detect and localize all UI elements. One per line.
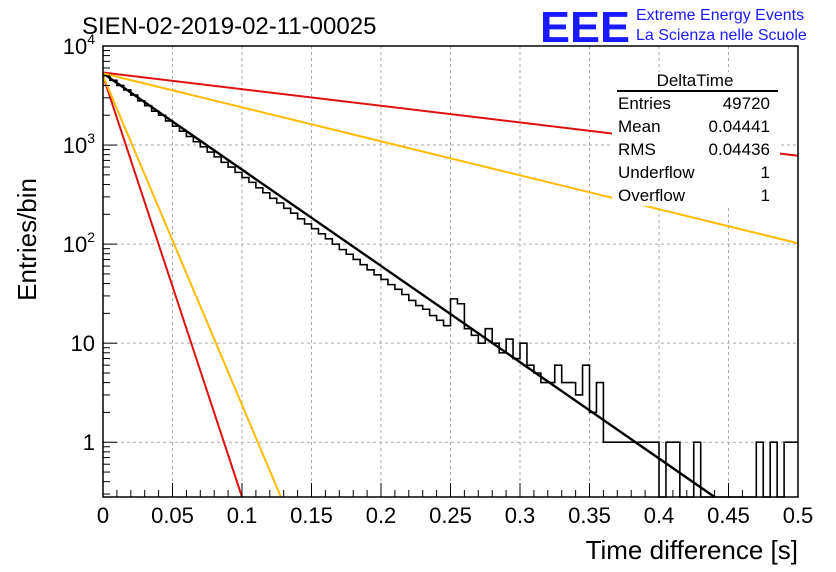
eee-logo-line2: La Scienza nelle Scuole bbox=[636, 27, 807, 44]
x-tick-label: 0.05 bbox=[151, 503, 194, 528]
y-tick-label: 10 bbox=[71, 331, 95, 356]
histogram-outline bbox=[103, 73, 798, 498]
x-tick-label: 0.5 bbox=[783, 503, 814, 528]
x-tick-label: 0 bbox=[97, 503, 109, 528]
stats-row-value: 49720 bbox=[723, 94, 770, 113]
stats-box: DeltaTime Entries 49720 Mean 0.04441 RMS 0.04… bbox=[612, 71, 780, 206]
stats-row-label: RMS bbox=[618, 140, 656, 159]
x-tick-label: 0.35 bbox=[568, 503, 611, 528]
x-tick-label: 0.1 bbox=[227, 503, 258, 528]
histogram bbox=[103, 73, 798, 498]
eee-logo-line1: Extreme Energy Events bbox=[636, 7, 804, 24]
stats-row-label: Overflow bbox=[618, 186, 686, 205]
fit-curves bbox=[102, 71, 799, 498]
run-title: SIEN-02-2019-02-11-00025 bbox=[82, 13, 376, 40]
stats-row-value: 0.04441 bbox=[709, 117, 770, 136]
fit-curve-fast-red bbox=[102, 75, 243, 498]
fit-curve-fit bbox=[102, 72, 716, 498]
x-axis-label: Time difference [s] bbox=[586, 535, 798, 565]
stats-row-label: Mean bbox=[618, 117, 661, 136]
fit-curve-slow-orange bbox=[102, 72, 799, 245]
stats-box-title: DeltaTime bbox=[657, 71, 734, 90]
y-tick-label: 1 bbox=[83, 430, 95, 455]
eee-logo: EEE Extreme Energy Events La Scienza nel… bbox=[540, 3, 807, 52]
stats-row-value: 1 bbox=[761, 186, 770, 205]
stats-box-rows: Entries 49720 Mean 0.04441 RMS 0.04436 Underfl… bbox=[618, 94, 770, 205]
stats-row-value: 0.04436 bbox=[709, 140, 770, 159]
stats-row-label: Underflow bbox=[618, 163, 695, 182]
axis-ticks: 0 0.05 0.1 0.15 0.2 0.25 0.3 0.35 0.4 0.45 0.5 1 10 1… bbox=[63, 31, 814, 528]
y-axis-label: Entries/bin bbox=[12, 178, 42, 301]
x-tick-label: 0.2 bbox=[366, 503, 397, 528]
stats-row-value: 1 bbox=[761, 163, 770, 182]
x-tick-label: 0.4 bbox=[644, 503, 675, 528]
stats-row-label: Entries bbox=[618, 94, 671, 113]
x-tick-label: 0.25 bbox=[429, 503, 472, 528]
eee-logo-mark: EEE bbox=[540, 3, 630, 52]
stats-box-background bbox=[612, 72, 780, 206]
fit-curve-fast-orange bbox=[102, 75, 282, 498]
x-tick-label: 0.45 bbox=[707, 503, 750, 528]
x-tick-label: 0.15 bbox=[290, 503, 333, 528]
x-tick-label: 0.3 bbox=[505, 503, 536, 528]
